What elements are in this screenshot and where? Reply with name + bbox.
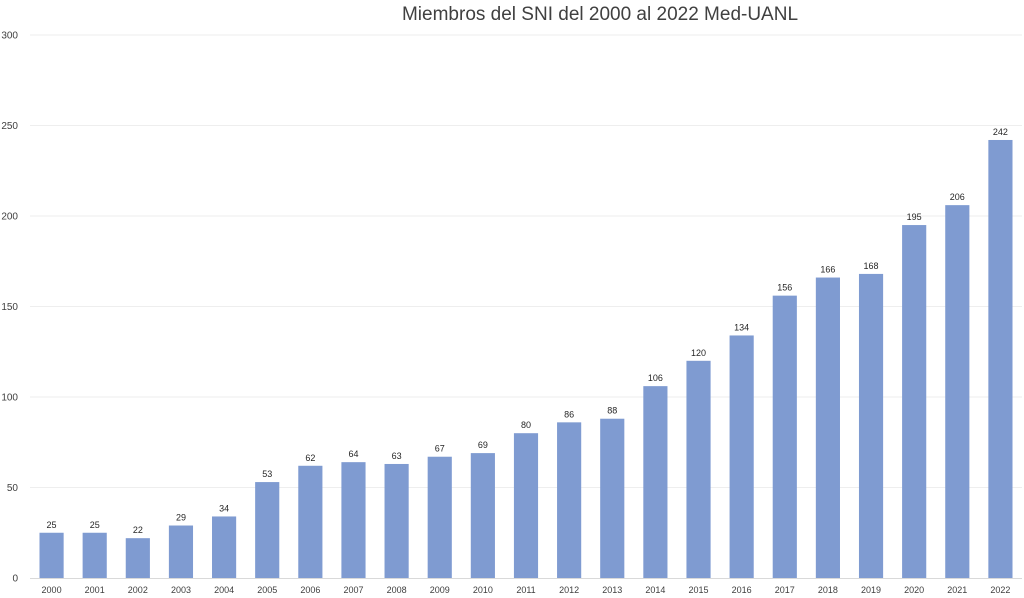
data-label: 134 bbox=[734, 322, 749, 332]
x-tick-label: 2009 bbox=[430, 585, 450, 595]
data-label: 63 bbox=[392, 451, 402, 461]
data-label: 88 bbox=[607, 406, 617, 416]
x-tick-label: 2016 bbox=[732, 585, 752, 595]
x-tick-label: 2008 bbox=[387, 585, 407, 595]
data-label: 67 bbox=[435, 444, 445, 454]
data-label: 25 bbox=[90, 520, 100, 530]
y-tick-label: 200 bbox=[1, 212, 18, 223]
data-label: 22 bbox=[133, 525, 143, 535]
x-tick-label: 2017 bbox=[775, 585, 795, 595]
y-tick-label: 50 bbox=[7, 483, 19, 494]
x-tick-label: 2020 bbox=[904, 585, 924, 595]
y-tick-label: 0 bbox=[12, 574, 18, 585]
data-label: 166 bbox=[820, 265, 835, 275]
data-label: 64 bbox=[348, 449, 358, 459]
bar bbox=[384, 463, 409, 578]
bar bbox=[815, 277, 840, 578]
data-label: 242 bbox=[993, 127, 1008, 137]
y-tick-label: 100 bbox=[1, 393, 18, 404]
bar bbox=[427, 456, 452, 578]
data-label: 53 bbox=[262, 469, 272, 479]
bar bbox=[168, 525, 194, 578]
bar bbox=[255, 482, 280, 578]
bar bbox=[729, 335, 754, 578]
x-tick-label: 2002 bbox=[128, 585, 148, 595]
x-tick-label: 2014 bbox=[645, 585, 665, 595]
x-tick-label: 2018 bbox=[818, 585, 838, 595]
data-label: 206 bbox=[950, 192, 965, 202]
data-label: 120 bbox=[691, 348, 706, 358]
bar bbox=[341, 462, 366, 578]
bar bbox=[298, 465, 323, 578]
bar bbox=[902, 225, 927, 579]
bar bbox=[39, 532, 64, 578]
bar bbox=[470, 453, 495, 578]
bar bbox=[82, 532, 107, 578]
y-tick-label: 300 bbox=[1, 31, 18, 42]
bar bbox=[125, 538, 150, 578]
x-tick-label: 2011 bbox=[516, 585, 535, 595]
chart-title: Miembros del SNI del 2000 al 2022 Med-UA… bbox=[401, 4, 799, 25]
y-tick-label: 150 bbox=[1, 302, 18, 313]
x-tick-label: 2005 bbox=[257, 585, 277, 595]
bar bbox=[557, 422, 582, 578]
x-tick-label: 2022 bbox=[990, 585, 1010, 595]
bar bbox=[858, 273, 884, 578]
bar bbox=[212, 516, 237, 578]
data-label: 106 bbox=[648, 373, 663, 383]
x-tick-label: 2015 bbox=[689, 585, 709, 595]
x-tick-label: 2003 bbox=[171, 585, 191, 595]
data-label: 62 bbox=[305, 453, 315, 463]
x-tick-label: 2013 bbox=[602, 585, 622, 595]
data-label: 80 bbox=[521, 420, 531, 430]
bar bbox=[686, 360, 711, 578]
x-tick-label: 2019 bbox=[861, 585, 881, 595]
bar bbox=[945, 205, 970, 578]
data-label: 168 bbox=[864, 261, 879, 271]
bar bbox=[600, 418, 625, 578]
bar bbox=[643, 386, 668, 578]
x-tick-label: 2010 bbox=[473, 585, 493, 595]
bar bbox=[513, 433, 539, 578]
bar bbox=[988, 139, 1013, 579]
data-label: 69 bbox=[478, 440, 488, 450]
data-label: 34 bbox=[219, 503, 229, 513]
x-tick-label: 2001 bbox=[85, 585, 105, 595]
x-tick-label: 2021 bbox=[947, 585, 967, 595]
data-label: 195 bbox=[907, 212, 922, 222]
bar bbox=[772, 295, 797, 578]
x-tick-label: 2004 bbox=[214, 585, 234, 595]
data-label: 86 bbox=[564, 409, 574, 419]
y-tick-label: 250 bbox=[1, 121, 18, 132]
x-tick-label: 2012 bbox=[559, 585, 579, 595]
x-tick-label: 2007 bbox=[343, 585, 363, 595]
data-label: 25 bbox=[47, 520, 57, 530]
x-tick-label: 2000 bbox=[42, 585, 62, 595]
x-tick-label: 2006 bbox=[300, 585, 320, 595]
data-label: 29 bbox=[176, 513, 186, 523]
data-label: 156 bbox=[777, 283, 792, 293]
